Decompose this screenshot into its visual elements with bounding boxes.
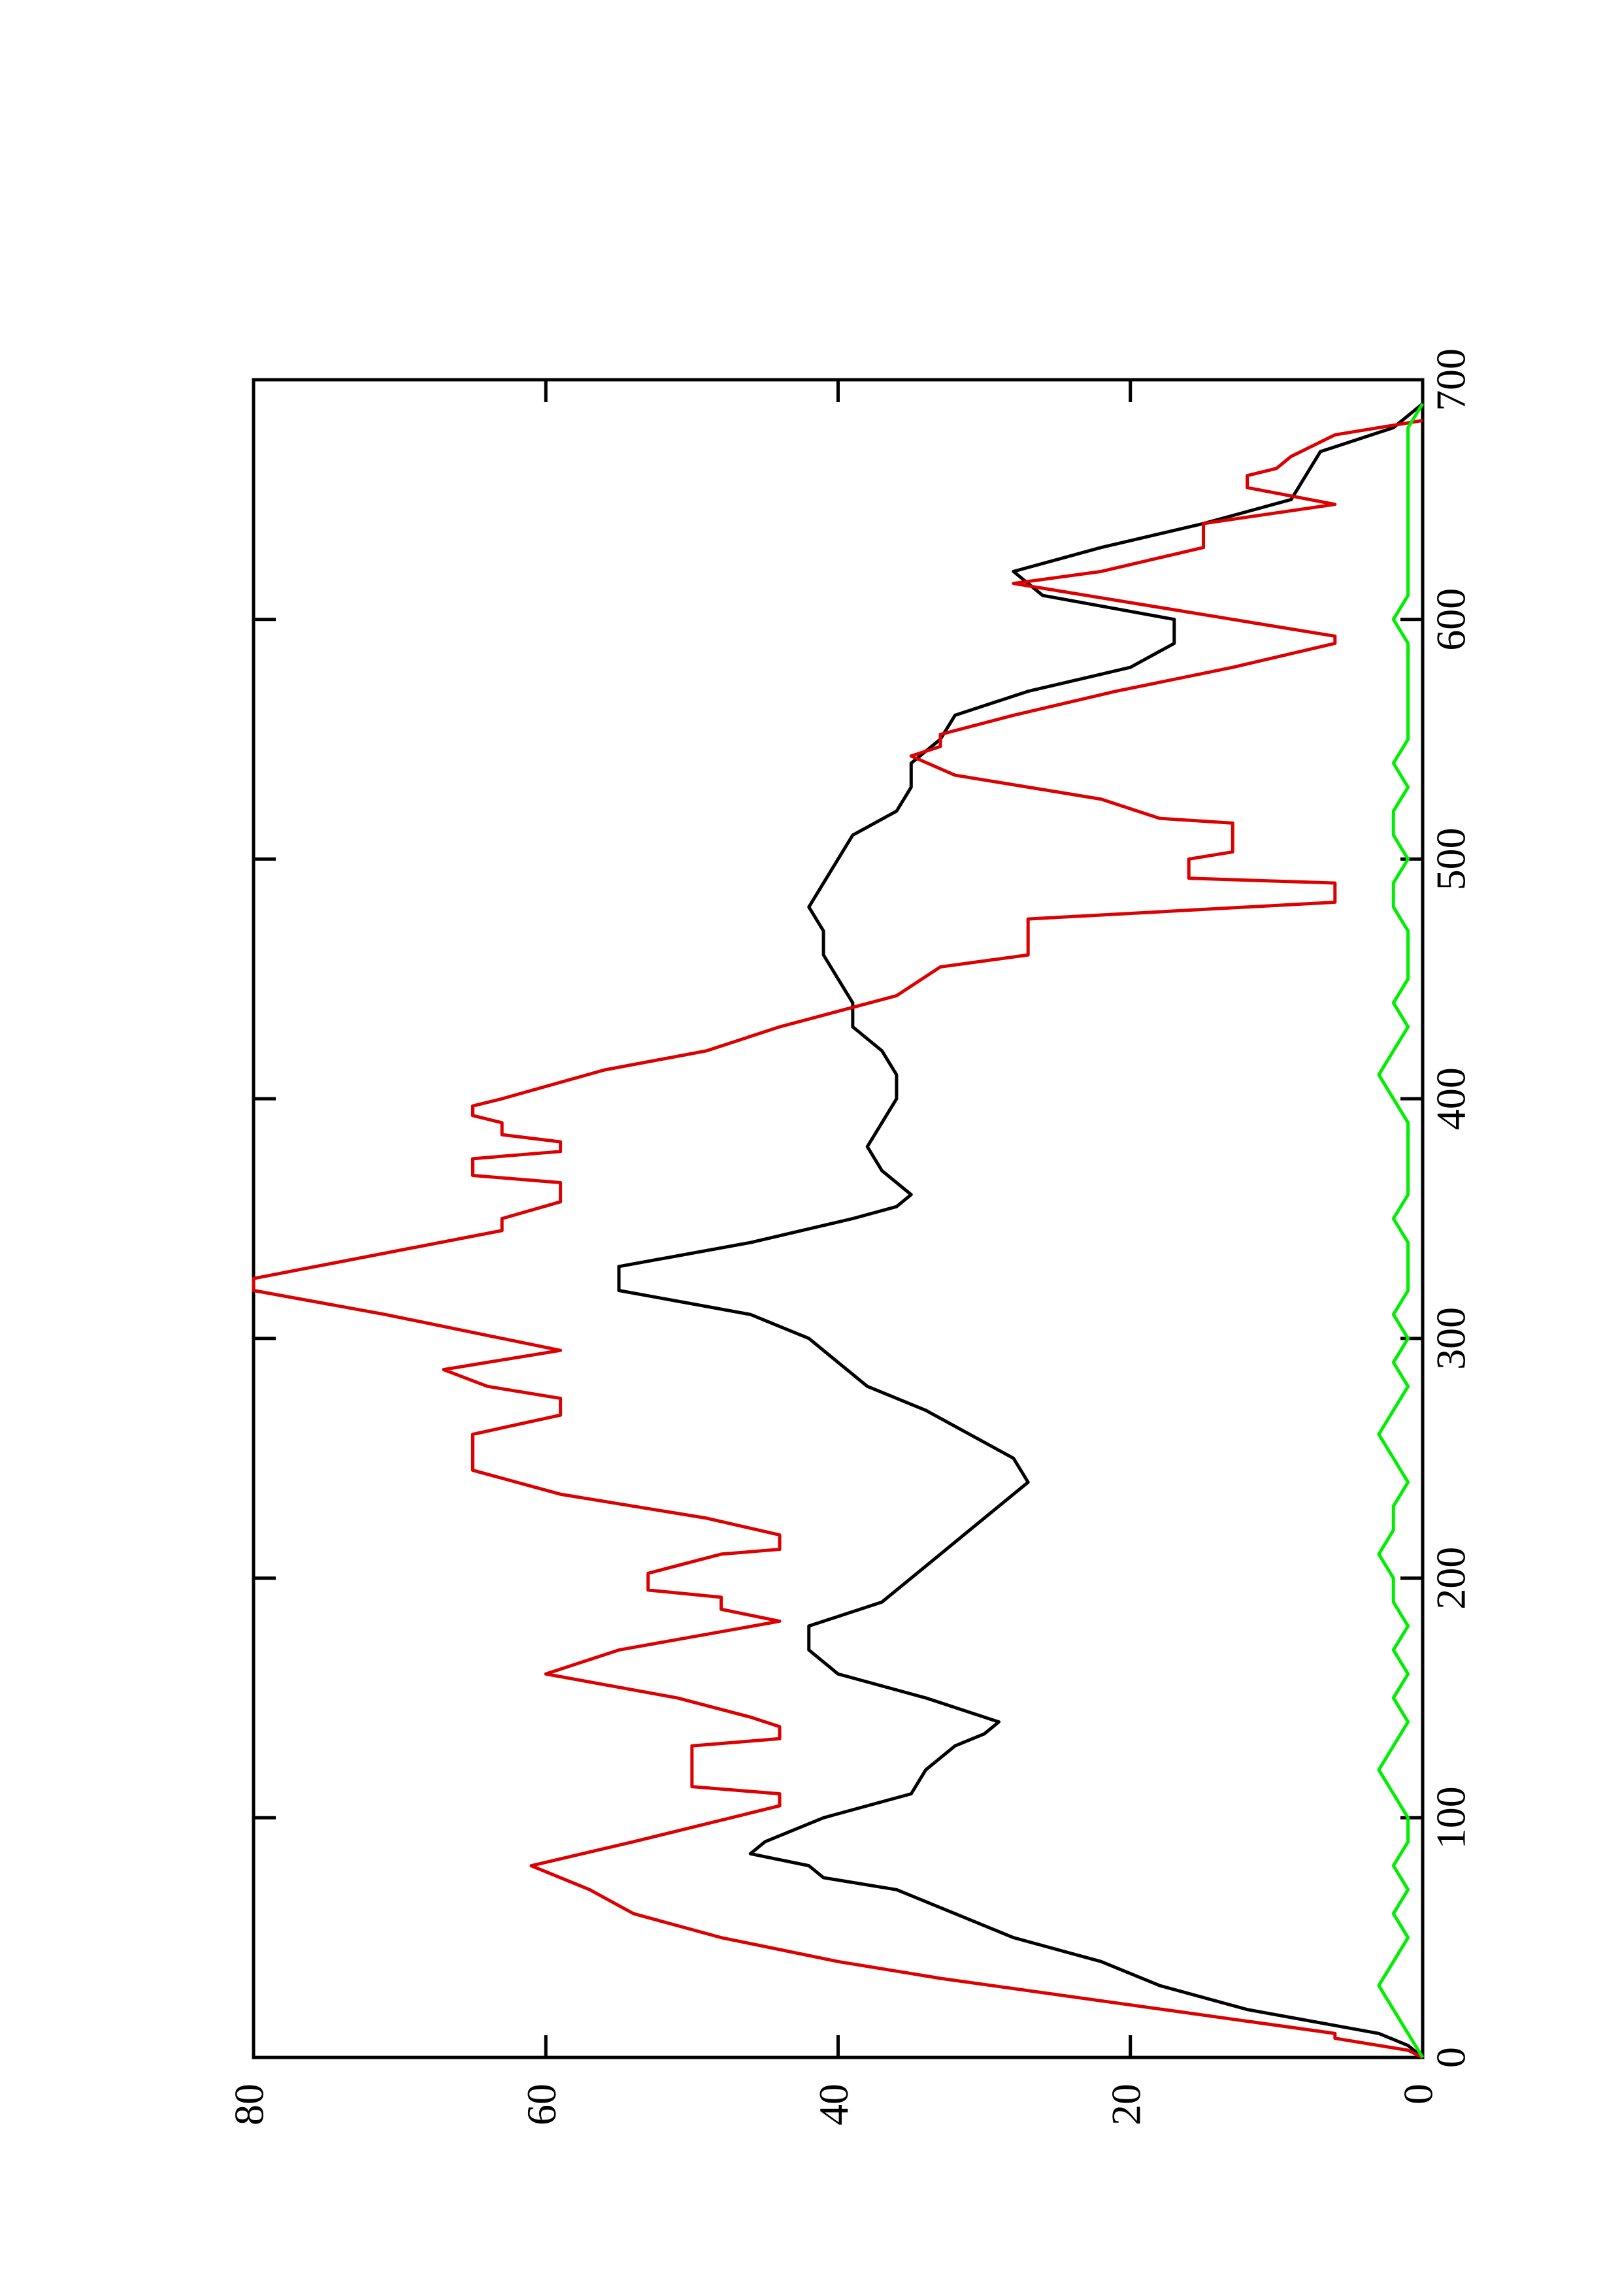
y-tick-label: 60	[518, 2084, 565, 2125]
series-line	[1377, 403, 1425, 2059]
x-tick-label: 100	[1428, 1786, 1474, 1849]
x-tick-label: 500	[1428, 827, 1474, 890]
y-tick-label: 80	[226, 2084, 273, 2125]
x-tick-label: 0	[1428, 2047, 1474, 2068]
x-tick-label: 700	[1428, 348, 1474, 411]
series-line	[617, 402, 1424, 2059]
y-tick-label: 20	[1102, 2084, 1149, 2125]
plot-frame	[252, 378, 1425, 2059]
y-tick-label: 0	[1395, 2084, 1442, 2105]
y-tick-label: 40	[810, 2084, 857, 2125]
x-tick-label: 200	[1428, 1547, 1474, 1610]
x-tick-label: 400	[1428, 1067, 1474, 1130]
x-tick-label: 600	[1428, 588, 1474, 651]
x-tick-label: 300	[1428, 1307, 1474, 1370]
series-line	[252, 418, 1424, 2059]
